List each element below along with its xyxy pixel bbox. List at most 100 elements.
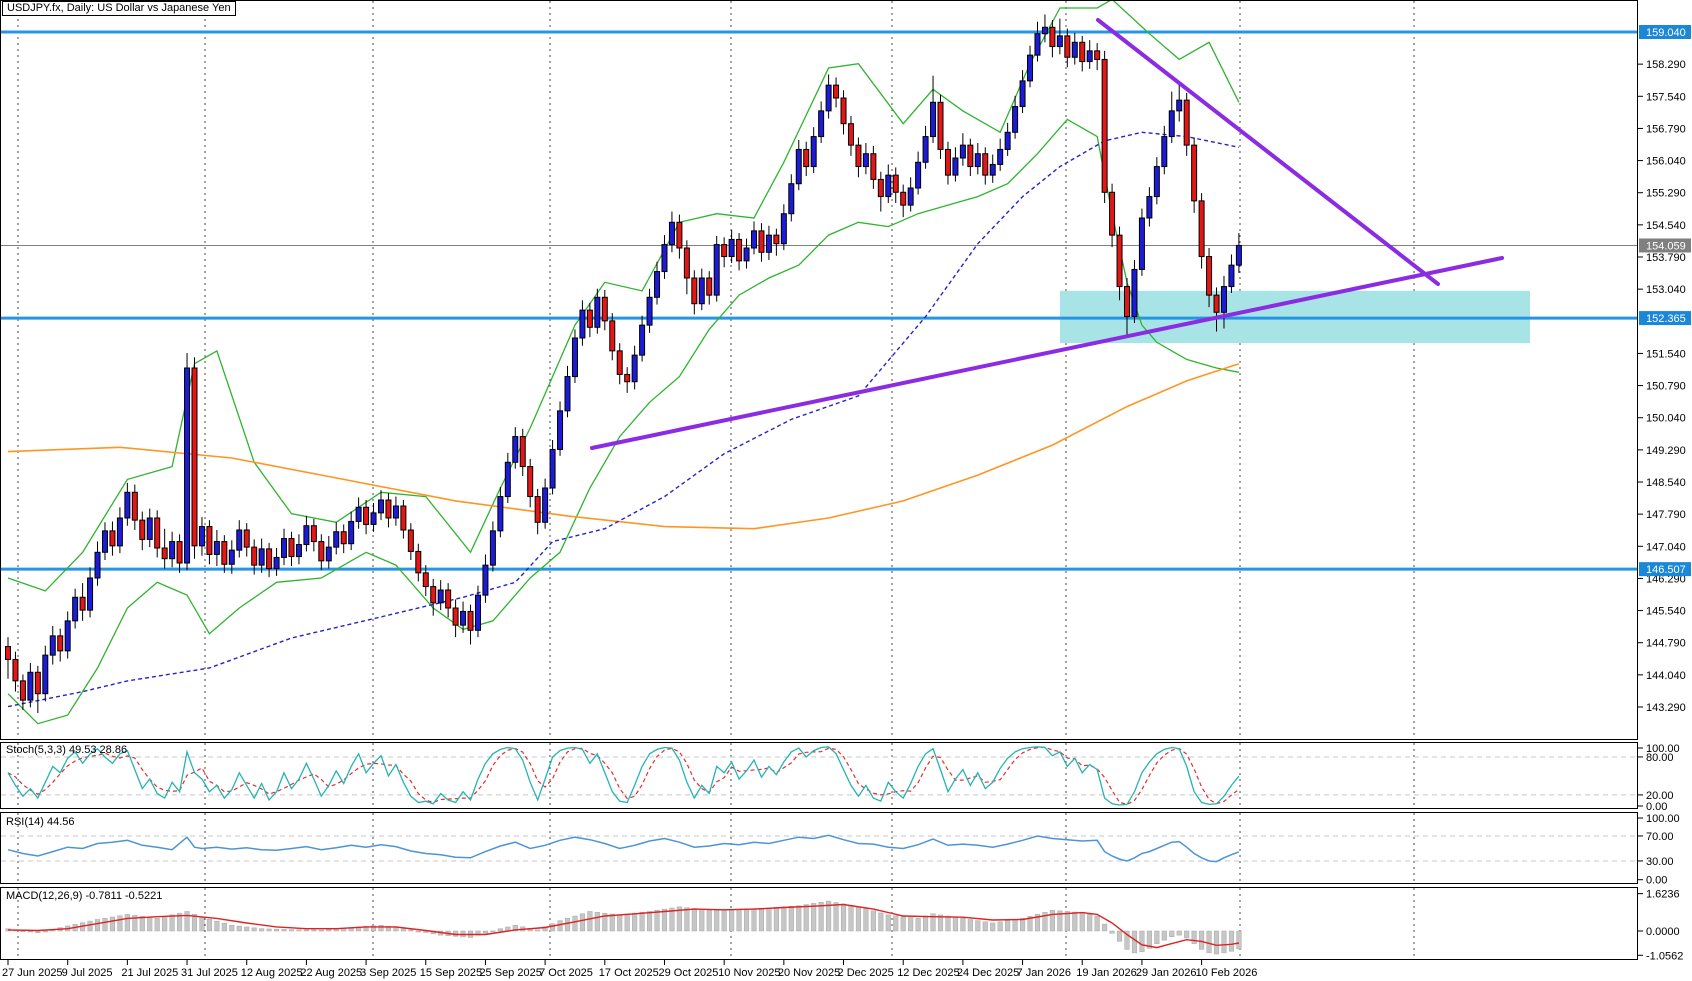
candle	[788, 174, 795, 222]
bollinger-upper-band	[7, 0, 1240, 592]
candle	[944, 141, 951, 185]
macd-histogram-bar	[632, 912, 638, 932]
macd-histogram-bar	[124, 914, 130, 932]
macd-histogram-bar	[900, 916, 906, 932]
candle	[803, 141, 810, 176]
macd-histogram-bar	[229, 925, 235, 932]
bull-candle-body	[1041, 26, 1048, 35]
macd-histogram-bar	[579, 913, 585, 932]
bull-candle-body	[1004, 131, 1011, 150]
candle	[19, 674, 26, 710]
rsi-panel-background[interactable]	[0, 812, 1638, 884]
bear-candle-body	[1116, 234, 1123, 288]
bear-candle-body	[1094, 50, 1101, 60]
candle	[721, 237, 728, 268]
bear-candle-body	[877, 178, 884, 198]
macd-histogram-bar	[714, 909, 720, 932]
bear-candle-body	[109, 530, 116, 547]
candle	[974, 142, 981, 175]
bull-candle-body	[1220, 286, 1227, 313]
level-price-badge	[1639, 562, 1691, 577]
slow-moving-average-line	[7, 362, 1240, 530]
candle	[1138, 208, 1145, 276]
macd-histogram-bar	[400, 928, 406, 932]
macd-histogram-bar	[206, 918, 212, 932]
candle	[967, 138, 974, 176]
macd-histogram-bar	[109, 916, 115, 932]
candle	[997, 138, 1004, 171]
candle	[549, 439, 556, 495]
bear-candle-body	[415, 550, 422, 574]
macd-histogram	[5, 900, 1242, 955]
macd-histogram-bar	[602, 912, 608, 932]
bear-candle-body	[445, 589, 452, 609]
bull-candle-body	[94, 551, 101, 579]
bull-candle-body	[557, 410, 564, 450]
trendline-descending-resistance[interactable]	[1096, 18, 1440, 286]
price-tick-label: 153.790	[1646, 252, 1686, 264]
level-price-label: 159.040	[1646, 27, 1686, 39]
stochastic-panel-background[interactable]	[0, 742, 1638, 809]
bear-candle-body	[691, 277, 698, 305]
candle	[474, 585, 481, 638]
candle	[736, 232, 743, 271]
bull-candle-body	[542, 487, 549, 523]
candle	[862, 142, 869, 175]
price-tick-label: 143.290	[1646, 702, 1686, 714]
price-tick-label: 144.790	[1646, 638, 1686, 650]
date-tick-label: 7 Jan 2026	[1017, 967, 1071, 979]
bull-candle-body	[751, 230, 757, 249]
bear-candle-body	[139, 519, 146, 540]
level-price-label: 146.507	[1646, 564, 1686, 576]
macd-histogram-bar	[542, 926, 548, 932]
candle	[1235, 232, 1242, 273]
bear-candle-body	[1049, 26, 1056, 48]
candle	[94, 541, 101, 586]
trendline-ascending-support[interactable]	[590, 256, 1504, 450]
candle	[355, 497, 362, 529]
candle	[877, 171, 884, 212]
bull-candle-body	[258, 548, 265, 566]
candle	[1176, 85, 1183, 122]
macd-histogram-bar	[244, 926, 250, 932]
candle	[400, 499, 407, 539]
bear-candle-body	[79, 596, 86, 611]
candle	[661, 235, 668, 279]
rsi-axis-label: 100.00	[1646, 813, 1680, 825]
candle	[668, 211, 675, 253]
candle	[646, 288, 653, 333]
candle	[1109, 183, 1116, 248]
macd-histogram-bar	[311, 929, 317, 932]
bear-candle-body	[191, 367, 198, 547]
macd-histogram-bar	[878, 912, 884, 932]
candle	[198, 517, 205, 556]
price-tick-label: 153.040	[1646, 284, 1686, 296]
macd-histogram-bar	[923, 915, 929, 932]
bull-candle-body	[579, 309, 586, 339]
macd-histogram-bar	[557, 920, 563, 932]
macd-histogram-bar	[885, 914, 891, 932]
bull-candle-body	[713, 244, 720, 296]
bull-candle-body	[49, 635, 56, 656]
macd-histogram-bar	[654, 910, 660, 932]
date-tick-label: 10 Feb 2026	[1196, 967, 1258, 979]
bear-candle-body	[721, 244, 728, 258]
bull-candle-body	[497, 496, 504, 532]
bull-candle-body	[1168, 110, 1175, 138]
bear-candle-body	[773, 234, 780, 245]
bear-candle-body	[706, 277, 713, 296]
candle	[378, 490, 384, 521]
macd-histogram-bar	[833, 902, 839, 932]
candle	[1124, 277, 1130, 335]
candle	[124, 482, 131, 526]
macd-histogram-bar	[967, 919, 973, 932]
bear-candle-body	[154, 517, 161, 549]
candle	[542, 478, 549, 529]
macd-histogram-bar	[691, 908, 697, 932]
candle	[930, 75, 937, 143]
macd-histogram-bar	[908, 917, 914, 932]
candle	[266, 542, 273, 578]
date-tick-label: 17 Oct 2025	[599, 967, 659, 979]
candle	[624, 367, 631, 393]
